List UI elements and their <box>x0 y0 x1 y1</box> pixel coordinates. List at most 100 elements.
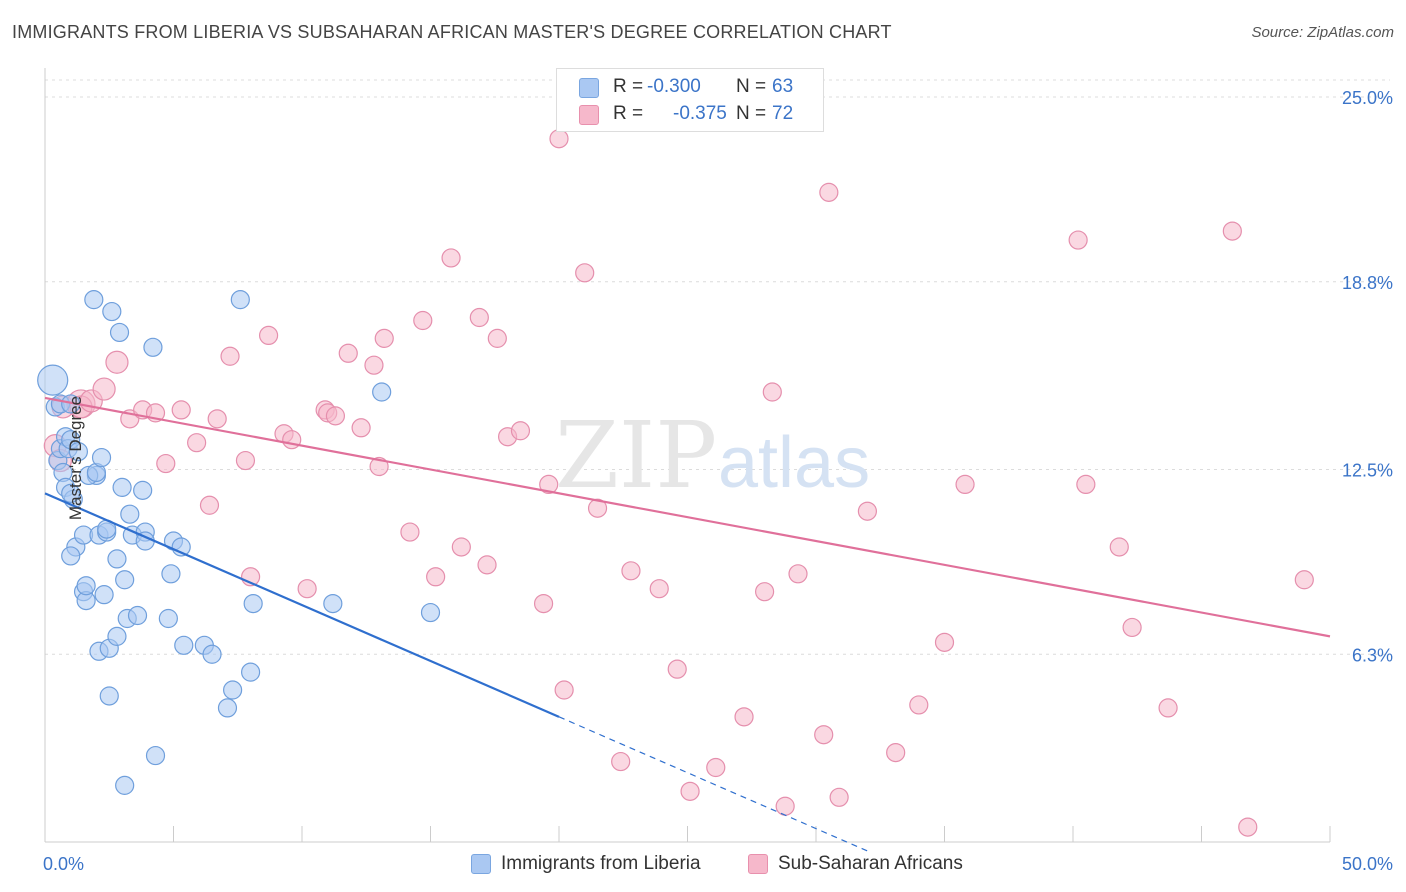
n-value: 72 <box>772 103 794 124</box>
point-subsaharan <box>754 582 775 602</box>
legend-swatch-liberia <box>579 78 599 98</box>
point-liberia <box>109 322 130 343</box>
point-subsaharan <box>351 418 371 438</box>
r-value: -0.375 <box>673 103 727 124</box>
legend-swatch-subsaharan <box>748 854 768 874</box>
point-subsaharan <box>775 796 795 816</box>
n-label: N = <box>736 103 767 124</box>
point-subsaharan <box>477 555 497 575</box>
chart-source: Source: ZipAtlas.com <box>1251 24 1394 41</box>
point-subsaharan <box>554 680 574 700</box>
point-subsaharan <box>814 725 834 745</box>
point-subsaharan <box>857 501 878 521</box>
point-subsaharan <box>611 751 631 772</box>
point-subsaharan <box>441 248 461 268</box>
point-subsaharan <box>105 350 129 374</box>
point-subsaharan <box>199 495 220 515</box>
point-liberia <box>112 477 132 497</box>
point-subsaharan <box>762 382 782 402</box>
point-liberia <box>230 290 250 310</box>
point-subsaharan <box>621 561 641 581</box>
point-subsaharan <box>829 787 849 807</box>
point-liberia <box>223 680 243 700</box>
point-subsaharan <box>1122 617 1142 638</box>
point-liberia <box>99 686 119 706</box>
watermark-zip: ZIP <box>555 402 717 509</box>
point-subsaharan <box>549 129 569 149</box>
point-liberia <box>323 593 343 614</box>
correlation-legend: R = -0.300 N = 63 R = -0.375 N = 72 <box>556 68 824 132</box>
point-subsaharan <box>1076 474 1096 494</box>
point-subsaharan <box>92 377 116 401</box>
r-label: R = <box>613 103 644 124</box>
trend-line-subsaharan <box>44 396 1331 638</box>
watermark: ZIP atlas <box>555 402 870 509</box>
point-subsaharan <box>207 409 227 429</box>
point-subsaharan <box>539 474 559 494</box>
point-liberia <box>84 290 104 310</box>
legend-label-subsaharan: Sub-Saharan Africans <box>778 853 963 874</box>
point-subsaharan <box>706 757 726 778</box>
point-subsaharan <box>400 522 420 542</box>
point-liberia <box>68 442 89 462</box>
r-value: -0.300 <box>647 76 701 97</box>
point-subsaharan <box>369 456 389 477</box>
n-value: 63 <box>772 76 794 97</box>
point-subsaharan <box>235 450 256 471</box>
point-subsaharan <box>1294 570 1314 590</box>
y-tick-label: 6.3% <box>1352 645 1393 665</box>
point-subsaharan <box>510 421 531 441</box>
point-subsaharan <box>338 343 358 363</box>
point-subsaharan <box>886 742 906 763</box>
y-tick-label: 25.0% <box>1342 88 1393 108</box>
point-subsaharan <box>258 325 279 345</box>
point-subsaharan <box>1238 817 1258 837</box>
axes <box>44 68 1331 843</box>
y-axis-label: Master's Degree <box>66 395 86 521</box>
point-liberia <box>243 593 263 614</box>
point-subsaharan <box>426 567 446 587</box>
point-subsaharan <box>297 579 317 599</box>
legend-swatch-liberia <box>471 854 491 874</box>
point-liberia <box>61 546 81 566</box>
point-subsaharan <box>413 310 433 331</box>
point-liberia <box>94 585 114 605</box>
point-liberia <box>61 483 81 503</box>
point-subsaharan <box>934 632 955 652</box>
series-legend: Immigrants from Liberia Sub-Saharan Afri… <box>0 852 1406 878</box>
point-subsaharan <box>649 579 669 599</box>
point-subsaharan <box>955 474 975 494</box>
n-label: N = <box>736 76 767 97</box>
point-liberia <box>420 602 441 623</box>
point-subsaharan <box>587 498 608 518</box>
point-liberia <box>158 608 178 629</box>
point-liberia <box>115 775 135 795</box>
point-subsaharan <box>1109 537 1129 557</box>
point-liberia <box>115 570 135 590</box>
point-liberia <box>145 745 166 766</box>
point-liberia <box>107 626 127 646</box>
point-liberia <box>161 564 181 584</box>
point-subsaharan <box>1068 230 1088 250</box>
x-tick-label: 50.0% <box>1342 854 1393 874</box>
point-subsaharan <box>533 593 554 614</box>
legend-swatch-subsaharan <box>579 105 599 125</box>
point-subsaharan <box>487 328 507 348</box>
point-liberia <box>120 504 140 524</box>
watermark-atlas: atlas <box>718 423 870 503</box>
point-liberia <box>174 635 194 655</box>
point-liberia <box>133 480 153 500</box>
r-label: R = <box>613 76 644 97</box>
point-subsaharan <box>187 433 207 453</box>
point-subsaharan <box>325 406 346 426</box>
point-subsaharan <box>667 659 687 679</box>
chart-title: IMMIGRANTS FROM LIBERIA VS SUBSAHARAN AF… <box>12 22 892 42</box>
point-liberia <box>143 337 163 357</box>
y-tick-label: 12.5% <box>1342 461 1393 481</box>
y-tick-label: 18.8% <box>1342 273 1393 293</box>
tick-labels: 6.3% 12.5% 18.8% 25.0% 0.0% 50.0% <box>43 88 1393 874</box>
point-liberia <box>37 364 69 396</box>
point-subsaharan <box>734 707 754 727</box>
trend-line-liberia <box>44 492 560 718</box>
